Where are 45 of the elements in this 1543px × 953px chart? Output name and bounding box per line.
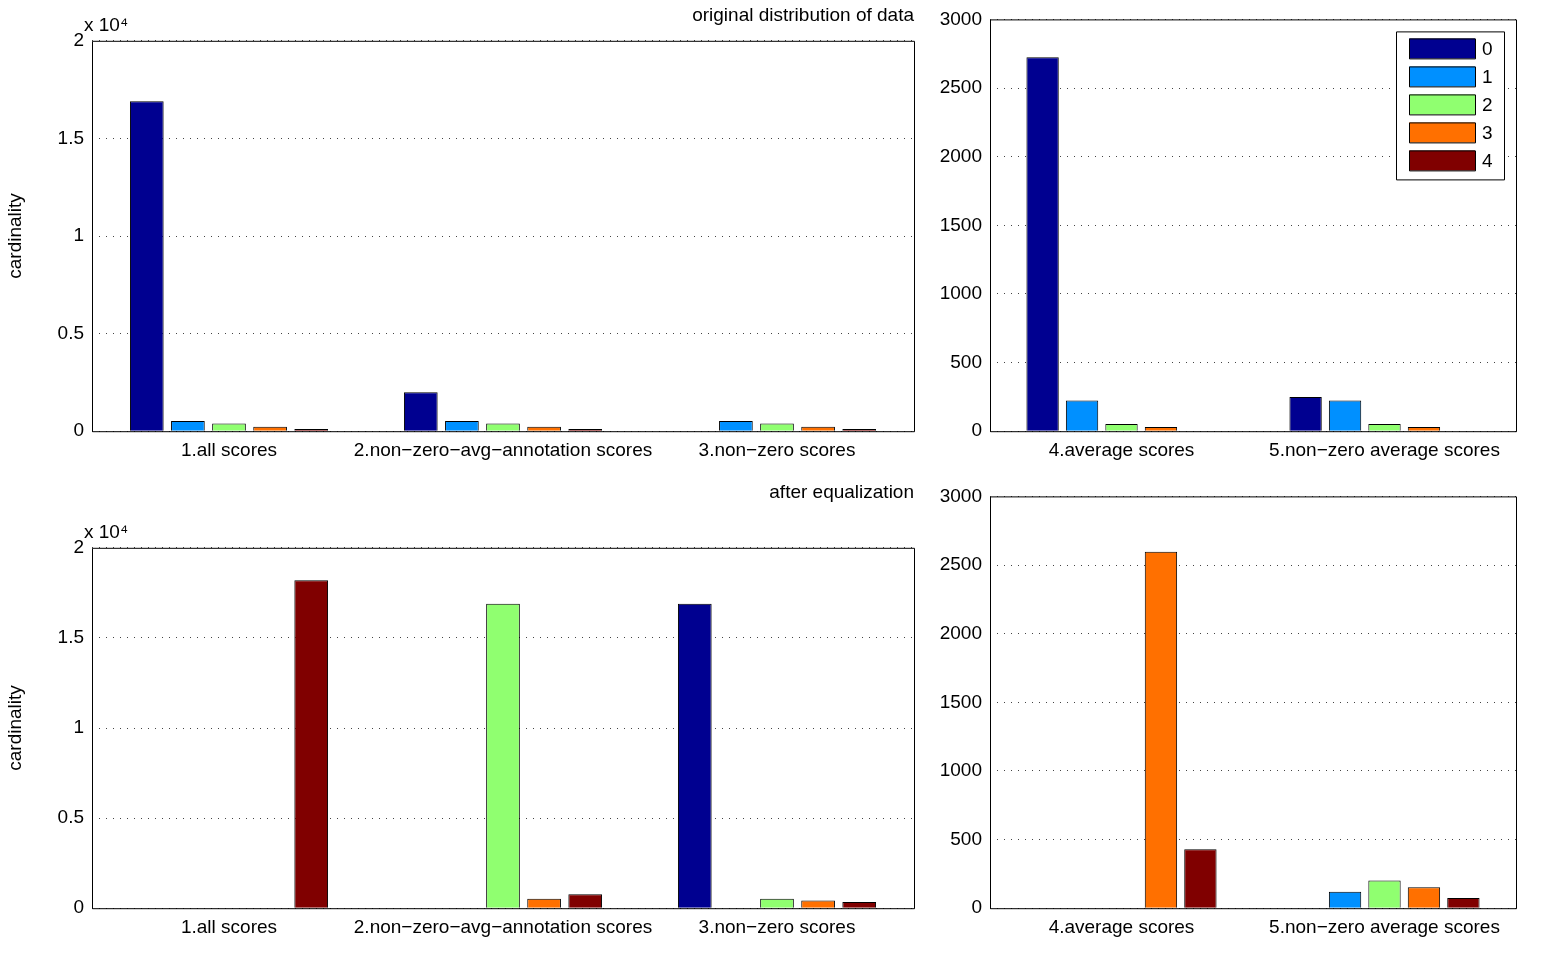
y-tick-label: 500 (950, 350, 982, 372)
legend-label: 4 (1482, 149, 1493, 171)
x-tick-label: 2.non−zero−avg−annotation scores (353, 915, 653, 937)
y-tick-label: 1.5 (57, 626, 84, 648)
y-tick-label: 2000 (939, 144, 982, 166)
y-tick-label: 1 (73, 716, 84, 738)
y-tick-label: 0.5 (57, 321, 84, 343)
y-axis-title: cardinality (3, 684, 25, 771)
y-tick-label: 500 (950, 827, 982, 849)
y-tick-label: 1 (73, 224, 84, 246)
x-tick-label: 5.non−zero average scores (1269, 915, 1500, 937)
y-tick-label: 1.5 (57, 126, 84, 148)
y-tick-label: 3000 (939, 484, 982, 506)
y-tick-label: 2500 (939, 76, 982, 98)
x-tick-label: 1.all scores (180, 438, 278, 460)
text: x 10⁴ (84, 13, 129, 35)
y-tick-label: 0 (73, 896, 84, 918)
y-tick-label: 1500 (939, 690, 982, 712)
y-tick-label: 2 (73, 29, 84, 51)
text: x 10⁴ (84, 520, 129, 542)
x-tick-label: 1.all scores (180, 915, 278, 937)
x-tick-label: 2.non−zero−avg−annotation scores (353, 438, 653, 460)
y-tick-label: 1000 (939, 282, 982, 304)
x-tick-label: 3.non−zero scores (698, 915, 856, 937)
legend-label: 2 (1482, 93, 1493, 115)
y-tick-label: 2000 (939, 621, 982, 643)
x-tick-label: 3.non−zero scores (698, 438, 856, 460)
y-tick-label: 2 (73, 536, 84, 558)
chart-title: after equalization (769, 480, 914, 502)
y-tick-label: 1500 (939, 213, 982, 235)
legend-label: 0 (1482, 37, 1493, 59)
x-tick-label: 4.average scores (1048, 438, 1195, 460)
y-tick-label: 1000 (939, 759, 982, 781)
legend-label: 1 (1482, 65, 1493, 87)
y-tick-label: 0 (971, 419, 982, 441)
y-axis-title: cardinality (3, 192, 25, 279)
y-tick-label: 0.5 (57, 806, 84, 828)
y-tick-label: 0 (971, 896, 982, 918)
y-tick-label: 3000 (939, 7, 982, 29)
x-tick-label: 4.average scores (1048, 915, 1195, 937)
x-tick-label: 5.non−zero average scores (1269, 438, 1500, 460)
y-tick-label: 2500 (939, 553, 982, 575)
legend-label: 3 (1482, 121, 1493, 143)
chart-title: original distribution of data (692, 3, 915, 25)
y-tick-label: 0 (73, 419, 84, 441)
